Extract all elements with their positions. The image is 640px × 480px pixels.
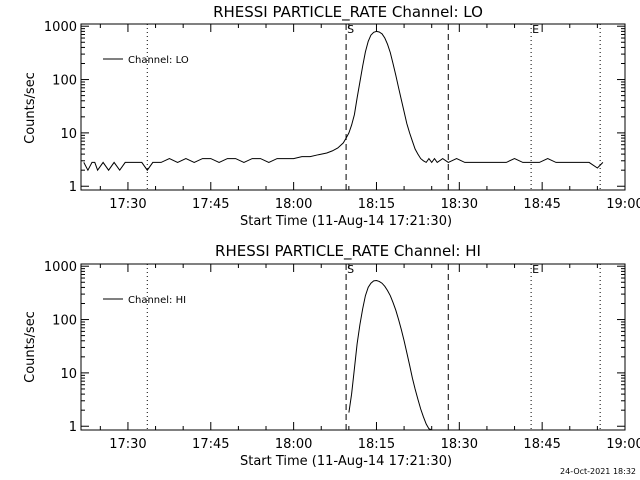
x-tick-label: 18:15 [358,197,395,212]
chart-title: RHESSI PARTICLE_RATE Channel: LO [213,3,483,22]
x-tick-label: 18:30 [441,437,478,452]
marker-label: E [532,263,539,276]
x-tick-label: 18:15 [358,437,395,452]
series-line [348,279,432,431]
y-tick-label: 10 [60,367,77,382]
x-tick-label: 17:45 [192,437,229,452]
x-tick-label: 18:00 [275,437,312,452]
y-tick-label: 10 [60,127,77,142]
x-tick-label: 19:00 [606,437,640,452]
x-axis-label: Start Time (11-Aug-14 17:21:30) [240,454,452,469]
y-tick-label: 1000 [44,20,77,35]
x-tick-label: 18:30 [441,197,478,212]
x-tick-label: 19:00 [606,197,640,212]
y-tick-label: 100 [52,74,77,89]
plot-frame [80,263,626,431]
x-tick-label: 17:45 [192,197,229,212]
y-tick-label: 1 [69,420,77,435]
legend-label: Channel: HI [128,295,186,306]
x-tick-label: 18:45 [523,437,560,452]
x-tick-label: 18:00 [275,197,312,212]
y-tick-label: 1000 [44,260,77,275]
lo-channel-panel: RHESSI PARTICLE_RATE Channel: LO Start T… [23,3,640,229]
series-line [83,30,604,172]
x-tick-label: 18:45 [523,197,560,212]
marker-label: S [347,23,354,36]
marker-label: S [347,263,354,276]
y-tick-label: 100 [52,314,77,329]
marker-label: E [532,23,539,36]
y-axis-label: Counts/sec [23,311,38,383]
hi-channel-panel: RHESSI PARTICLE_RATE Channel: HI Start T… [23,242,640,469]
plot-frame [80,23,626,191]
legend-label: Channel: LO [128,55,189,66]
y-tick-label: 1 [69,180,77,195]
chart-title: RHESSI PARTICLE_RATE Channel: HI [215,242,481,261]
y-axis-label: Counts/sec [23,72,38,144]
x-axis-label: Start Time (11-Aug-14 17:21:30) [240,214,452,229]
x-tick-label: 17:30 [109,437,146,452]
generation-timestamp: 24-Oct-2021 18:32 [560,467,636,476]
x-tick-label: 17:30 [109,197,146,212]
